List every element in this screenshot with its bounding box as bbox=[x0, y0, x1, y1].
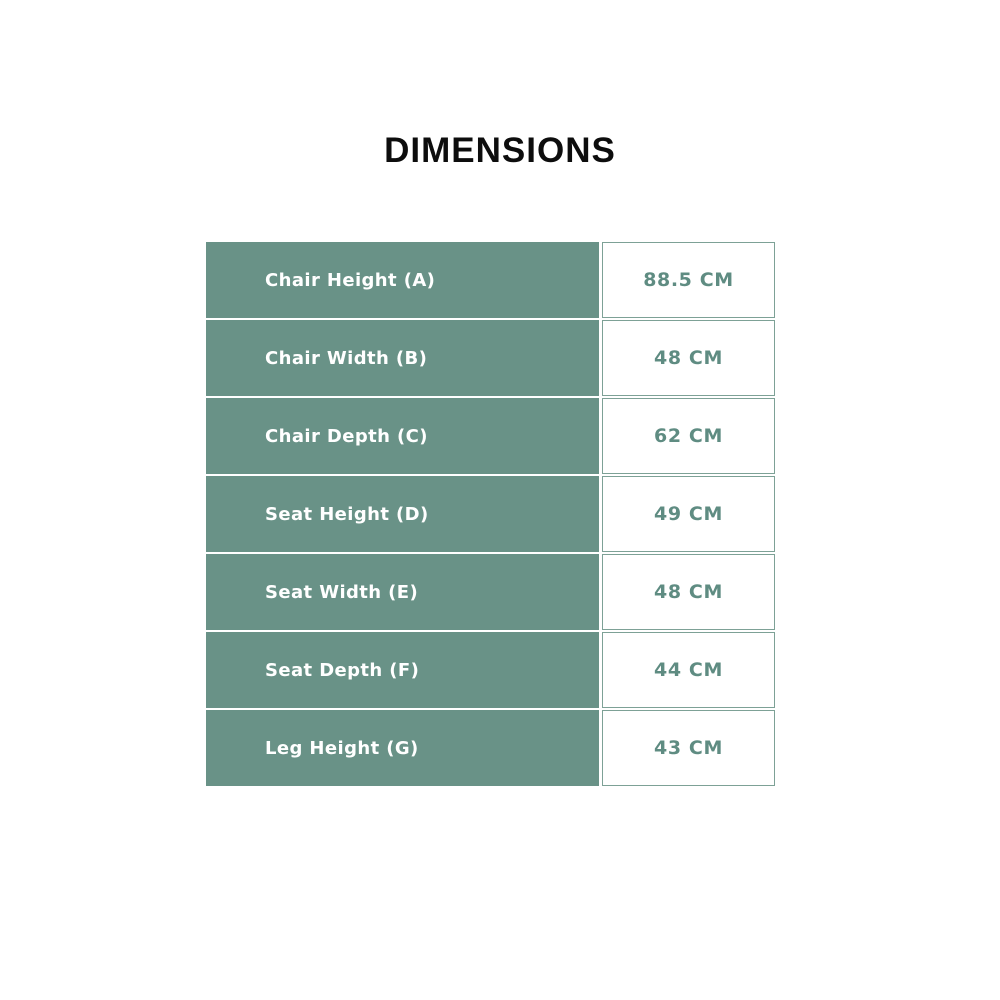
table-row: Seat Width (E) 48 CM bbox=[206, 554, 775, 630]
dimension-value-cell: 43 CM bbox=[602, 710, 775, 786]
table-row: Chair Depth (C) 62 CM bbox=[206, 398, 775, 474]
dimension-label-cell: Seat Width (E) bbox=[206, 554, 599, 630]
table-row: Seat Height (D) 49 CM bbox=[206, 476, 775, 552]
dimensions-table: Chair Height (A) 88.5 CM Chair Width (B) 48… bbox=[206, 242, 775, 786]
dimension-value-cell: 62 CM bbox=[602, 398, 775, 474]
table-row: Chair Width (B) 48 CM bbox=[206, 320, 775, 396]
table-row: Seat Depth (F) 44 CM bbox=[206, 632, 775, 708]
dimension-label-cell: Seat Depth (F) bbox=[206, 632, 599, 708]
table-row: Chair Height (A) 88.5 CM bbox=[206, 242, 775, 318]
dimension-label-cell: Seat Height (D) bbox=[206, 476, 599, 552]
dimension-value-cell: 88.5 CM bbox=[602, 242, 775, 318]
dimension-label-cell: Chair Width (B) bbox=[206, 320, 599, 396]
dimension-value-cell: 48 CM bbox=[602, 320, 775, 396]
dimension-value-cell: 49 CM bbox=[602, 476, 775, 552]
dimension-label-cell: Chair Depth (C) bbox=[206, 398, 599, 474]
dimension-value-cell: 48 CM bbox=[602, 554, 775, 630]
page-title: DIMENSIONS bbox=[384, 131, 616, 170]
table-row: Leg Height (G) 43 CM bbox=[206, 710, 775, 786]
dimension-label-cell: Chair Height (A) bbox=[206, 242, 599, 318]
dimension-value-cell: 44 CM bbox=[602, 632, 775, 708]
dimension-label-cell: Leg Height (G) bbox=[206, 710, 599, 786]
